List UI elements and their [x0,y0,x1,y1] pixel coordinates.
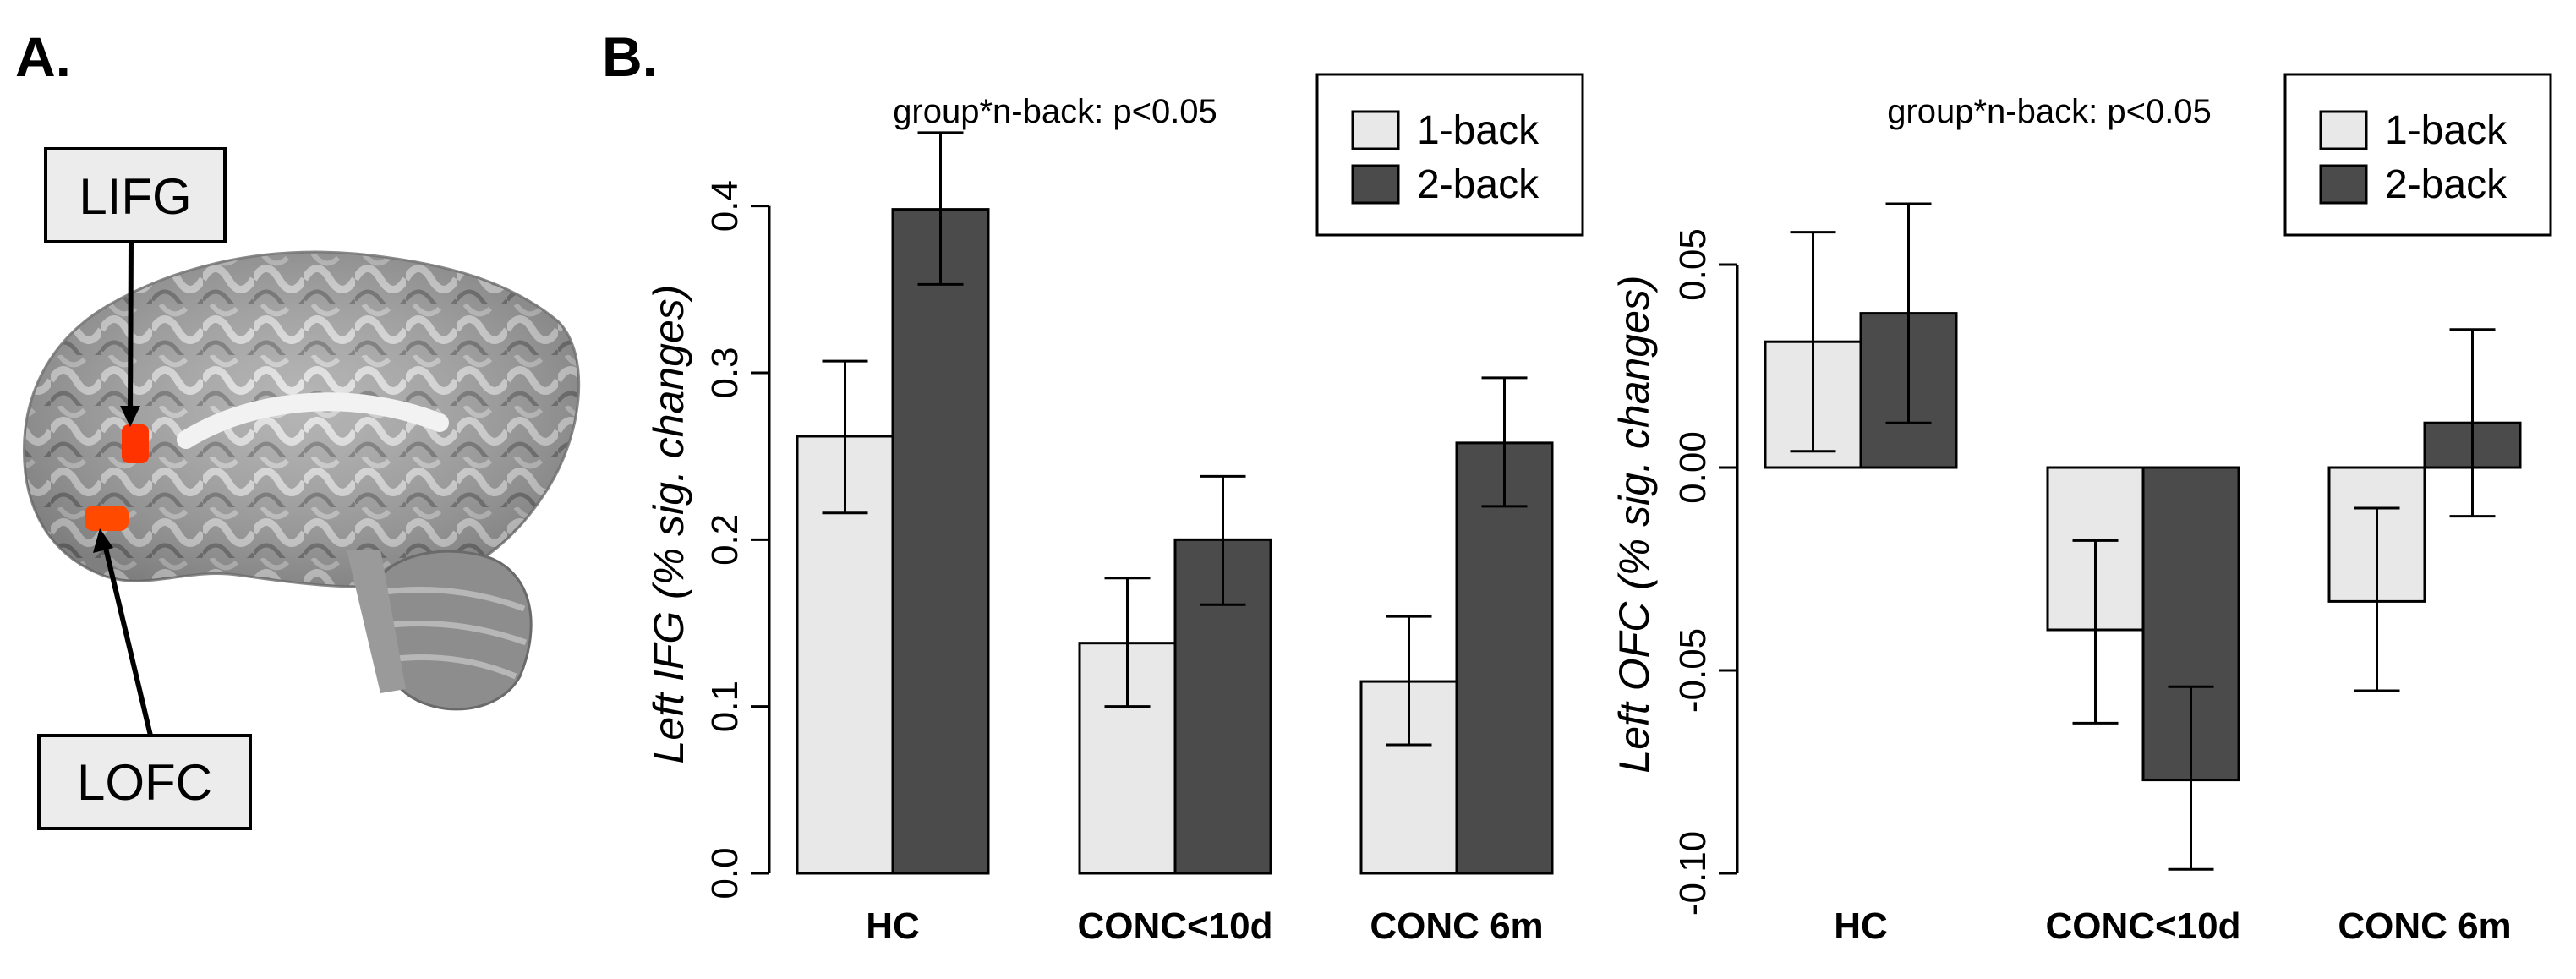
chart1-legend-2back: 2-back [1417,162,1540,207]
lofc-label: LOFC [77,754,212,811]
lofc-arrow [102,544,153,736]
chart1-y-tick-label: 0.3 [704,347,746,398]
chart2-legend-swatch-2back [2319,164,2368,205]
lifg-label: LIFG [79,168,191,225]
chart2-legend-box [2283,73,2552,237]
chart1-legend-1back: 1-back [1417,108,1540,153]
chart2-legend-2back: 2-back [2385,162,2508,207]
chart2-legend-1back: 1-back [2385,108,2508,153]
chart-left-ofc: group*n-back: p<0.05 Left OFC (% sig. ch… [1611,73,2552,947]
chart1-x-label: CONC<10d [1077,905,1272,947]
lifg-arrow [128,241,134,415]
chart1-x-label: HC [866,905,920,947]
chart1-y-tick-label: 0.4 [704,180,746,232]
chart1-y-tick-label: 0.0 [704,847,746,899]
chart1-annotation: group*n-back: p<0.05 [893,93,1217,130]
lofc-activation [85,506,129,531]
panel-label-b: B. [602,25,658,88]
chart1-y-tick-label: 0.2 [704,514,746,566]
chart2-y-axis-label: Left OFC (% sig. changes) [1611,275,1658,773]
chart2-y-tick-label: 0.00 [1672,431,1714,504]
lifg-arrowhead-icon [120,406,140,427]
chart2-legend-swatch-1back [2319,110,2368,150]
chart-left-ifg: group*n-back: p<0.05 Left IFG (% sig. ch… [645,73,1584,947]
chart1-legend-swatch-2back [1351,164,1400,205]
chart2-annotation: group*n-back: p<0.05 [1887,93,2212,130]
chart2-legend: 1-back 2-back [2283,73,2552,237]
chart1-legend-swatch-1back [1351,110,1400,150]
lifg-label-box [44,147,227,243]
chart2-y-tick-label: 0.05 [1672,228,1714,301]
chart1-y-axis-label: Left IFG (% sig. changes) [645,285,692,764]
chart2-y-tick-label: -0.10 [1672,831,1714,916]
brain-brainstem [347,550,406,693]
chart2-x-label: CONC<10d [2045,905,2240,947]
lifg-activation [122,424,149,463]
lofc-arrowhead-icon [93,528,113,553]
chart1-x-label: CONC 6m [1370,905,1543,947]
chart1-bar-2back [1455,441,1554,875]
chart1-y-tick-label: 0.1 [704,681,746,732]
chart1-legend-box [1315,73,1584,237]
brain-corpus-callosum [177,392,449,449]
lofc-label-box [37,734,252,830]
chart2-x-label: HC [1834,905,1888,947]
chart2-x-label: CONC 6m [2338,905,2511,947]
brain-panel: LIFG LOFC [23,147,581,830]
chart2-y-tick-label: -0.05 [1672,628,1714,713]
chart1-legend: 1-back 2-back [1315,73,1584,237]
chart1-bar-2back [891,208,990,875]
panel-label-a: A. [15,25,71,88]
